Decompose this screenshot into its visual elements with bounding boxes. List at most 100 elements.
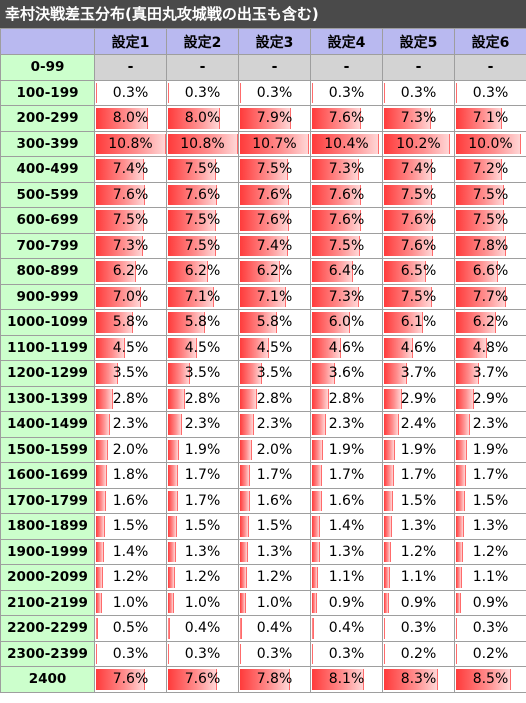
percent-cell: 1.1% bbox=[310, 564, 383, 591]
percent-bar bbox=[312, 337, 342, 358]
percent-cell: 1.3% bbox=[454, 513, 526, 540]
percent-bar bbox=[384, 669, 438, 690]
percent-value: 1.0% bbox=[184, 594, 221, 611]
percent-cell: 1.7% bbox=[166, 487, 239, 514]
percent-cell: 1.1% bbox=[382, 564, 455, 591]
percent-cell: 2.3% bbox=[166, 411, 239, 438]
percent-bar bbox=[384, 312, 424, 333]
percent-value: 7.5% bbox=[400, 288, 437, 305]
percent-cell: 1.3% bbox=[238, 538, 311, 565]
percent-bar bbox=[168, 439, 180, 460]
percent-cell: 0.4% bbox=[166, 615, 239, 642]
percent-bar bbox=[312, 133, 380, 154]
percent-bar bbox=[96, 210, 145, 231]
percent-bar bbox=[456, 108, 502, 129]
range-label: 1900-1999 bbox=[0, 538, 95, 565]
distribution-table: 設定1 設定2 設定3 設定4 設定5 設定6 0-99 - - - - - - 100-19… bbox=[0, 28, 526, 693]
percent-value: - bbox=[127, 59, 134, 76]
percent-cell: 0.2% bbox=[382, 640, 455, 667]
percent-value: 3.7% bbox=[472, 365, 509, 382]
percent-bar bbox=[240, 592, 246, 613]
percent-cell: 1.4% bbox=[310, 513, 383, 540]
percent-value: 1.9% bbox=[472, 441, 509, 458]
percent-cell: 0.3% bbox=[382, 615, 455, 642]
percent-value: 0.5% bbox=[112, 620, 149, 637]
percent-cell: 7.4% bbox=[382, 156, 455, 183]
percent-bar bbox=[168, 516, 177, 537]
percent-cell: 7.6% bbox=[238, 207, 311, 234]
percent-bar bbox=[96, 159, 144, 180]
percent-bar bbox=[312, 541, 320, 562]
percent-value: 1.7% bbox=[472, 467, 509, 484]
percent-bar bbox=[384, 388, 403, 409]
percent-bar bbox=[384, 108, 431, 129]
percent-bar bbox=[96, 541, 105, 562]
percent-value: 7.5% bbox=[400, 186, 437, 203]
percent-bar bbox=[240, 363, 262, 384]
percent-bar bbox=[240, 82, 241, 103]
percent-value: 7.4% bbox=[400, 161, 437, 178]
percent-cell: 1.6% bbox=[310, 487, 383, 514]
percent-value: 2.8% bbox=[256, 390, 293, 407]
percent-cell: 0.3% bbox=[310, 640, 383, 667]
percent-value: 7.1% bbox=[184, 288, 221, 305]
percent-bar bbox=[312, 235, 361, 256]
percent-cell: 1.9% bbox=[382, 436, 455, 463]
percent-bar bbox=[96, 592, 102, 613]
percent-value: 1.9% bbox=[184, 441, 221, 458]
percent-value: 0.3% bbox=[328, 84, 365, 101]
percent-cell: 6.2% bbox=[454, 309, 526, 336]
percent-cell: 7.6% bbox=[382, 207, 455, 234]
percent-bar bbox=[240, 312, 278, 333]
percent-cell: 6.4% bbox=[310, 258, 383, 285]
percent-cell: 1.2% bbox=[166, 564, 239, 591]
percent-cell: 3.6% bbox=[310, 360, 383, 387]
percent-cell: 0.3% bbox=[94, 640, 167, 667]
percent-cell: 2.4% bbox=[382, 411, 455, 438]
percent-bar bbox=[384, 159, 432, 180]
percent-bar bbox=[312, 261, 354, 282]
table-row: 1000-1099 5.8% 5.8% 5.8% 6.0% 6.1% 6.2% bbox=[0, 309, 526, 336]
percent-cell: 1.7% bbox=[310, 462, 383, 489]
percent-bar bbox=[96, 184, 145, 205]
percent-cell: 6.2% bbox=[166, 258, 239, 285]
table-title: 幸村決戦差玉分布(真田丸攻城戦の出玉も含む) bbox=[0, 0, 526, 28]
percent-bar bbox=[168, 286, 214, 307]
percent-cell: 1.5% bbox=[166, 513, 239, 540]
percent-cell: 1.0% bbox=[238, 589, 311, 616]
percent-cell: - bbox=[382, 54, 455, 81]
percent-value: 7.3% bbox=[328, 288, 365, 305]
percent-cell: 0.4% bbox=[238, 615, 311, 642]
percent-value: 0.3% bbox=[328, 645, 365, 662]
percent-cell: 6.1% bbox=[382, 309, 455, 336]
table-row: 1800-1899 1.5% 1.5% 1.5% 1.4% 1.3% 1.3% bbox=[0, 513, 526, 540]
percent-bar bbox=[312, 159, 359, 180]
percent-value: 7.6% bbox=[184, 671, 221, 688]
percent-bar bbox=[240, 618, 242, 639]
percent-value: 5.8% bbox=[256, 314, 293, 331]
percent-cell: 8.1% bbox=[310, 666, 383, 693]
percent-cell: 7.2% bbox=[454, 156, 526, 183]
percent-value: 0.3% bbox=[184, 645, 221, 662]
percent-value: 0.3% bbox=[400, 84, 437, 101]
range-label: 1800-1899 bbox=[0, 513, 95, 540]
percent-bar bbox=[168, 465, 179, 486]
percent-value: 7.5% bbox=[472, 186, 509, 203]
percent-value: 7.6% bbox=[328, 110, 365, 127]
percent-value: 7.6% bbox=[256, 212, 293, 229]
percent-bar bbox=[456, 439, 468, 460]
range-label: 1700-1799 bbox=[0, 487, 95, 514]
percent-cell: 2.3% bbox=[94, 411, 167, 438]
table-row: 500-599 7.6% 7.6% 7.6% 7.6% 7.5% 7.5% bbox=[0, 181, 526, 208]
percent-cell: 1.9% bbox=[454, 436, 526, 463]
percent-cell: 2.9% bbox=[454, 385, 526, 412]
percent-value: 1.7% bbox=[328, 467, 365, 484]
percent-cell: 10.4% bbox=[310, 130, 383, 157]
table-row: 2000-2099 1.2% 1.2% 1.2% 1.1% 1.1% 1.1% bbox=[0, 564, 526, 591]
table-row: 600-699 7.5% 7.5% 7.6% 7.6% 7.6% 7.5% bbox=[0, 207, 526, 234]
range-label: 200-299 bbox=[0, 105, 95, 132]
percent-value: 1.5% bbox=[256, 518, 293, 535]
percent-bar bbox=[312, 312, 351, 333]
percent-cell: 7.6% bbox=[238, 181, 311, 208]
